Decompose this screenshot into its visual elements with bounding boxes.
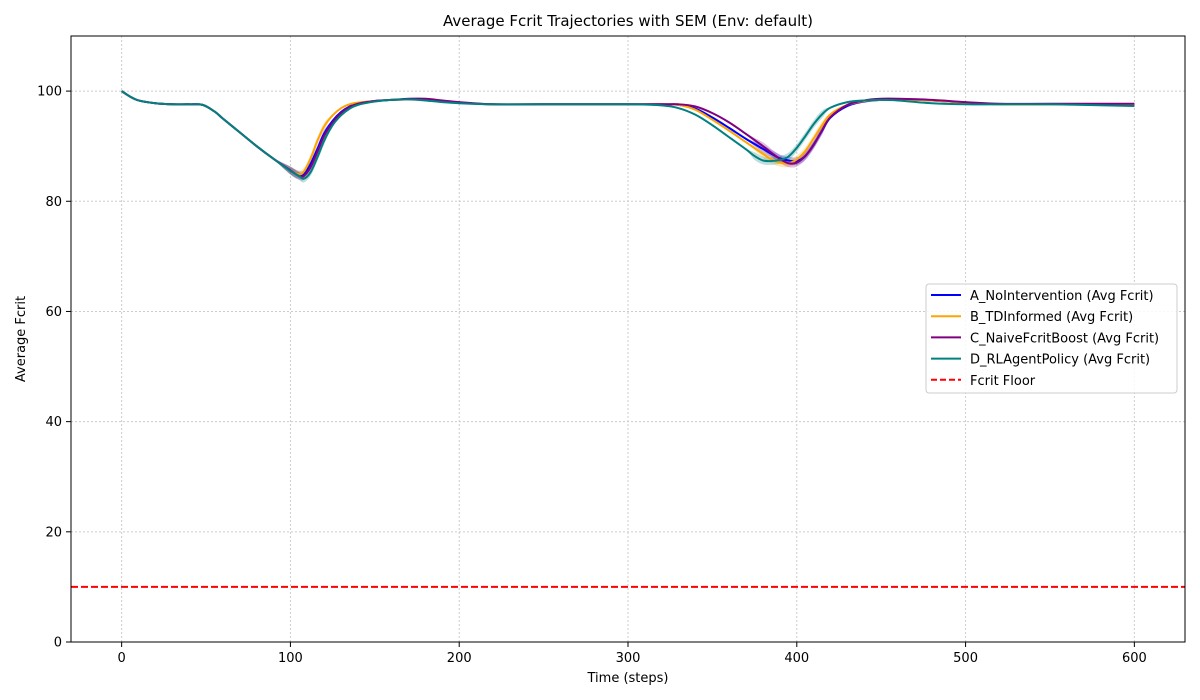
y-axis-label: Average Fcrit xyxy=(14,296,29,382)
grid xyxy=(71,36,1185,643)
legend-label: B_TDInformed (Avg Fcrit) xyxy=(970,310,1133,325)
legend: A_NoIntervention (Avg Fcrit) B_TDInformed… xyxy=(925,283,1178,394)
x-tick-label: 300 xyxy=(616,651,641,666)
y-tick-label: 40 xyxy=(45,415,62,430)
x-tick-label: 0 xyxy=(117,651,125,666)
chart-title: Average Fcrit Trajectories with SEM (Env… xyxy=(443,12,813,30)
legend-label: D_RLAgentPolicy (Avg Fcrit) xyxy=(970,353,1150,368)
legend-label: A_NoIntervention (Avg Fcrit) xyxy=(970,289,1154,304)
y-tick-label: 100 xyxy=(37,85,62,100)
x-tick-label: 600 xyxy=(1122,651,1147,666)
x-axis-label: Time (steps) xyxy=(587,671,669,686)
y-tick-label: 80 xyxy=(45,195,62,210)
series-line xyxy=(121,90,1135,180)
y-tick-label: 0 xyxy=(54,636,62,651)
legend-label: Fcrit Floor xyxy=(970,374,1036,389)
x-tick-label: 500 xyxy=(953,651,978,666)
y-ticks: 0 20 40 60 80 100 xyxy=(37,85,71,651)
legend-label: C_NaiveFcritBoost (Avg Fcrit) xyxy=(970,331,1159,346)
x-tick-label: 400 xyxy=(784,651,809,666)
legend-box xyxy=(925,283,1178,394)
x-tick-label: 200 xyxy=(447,651,472,666)
y-tick-label: 20 xyxy=(45,525,62,540)
x-tick-label: 100 xyxy=(278,651,303,666)
x-ticks: 0 100 200 300 400 500 600 xyxy=(117,642,1147,666)
series-lines xyxy=(121,90,1135,180)
y-tick-label: 60 xyxy=(45,305,62,320)
